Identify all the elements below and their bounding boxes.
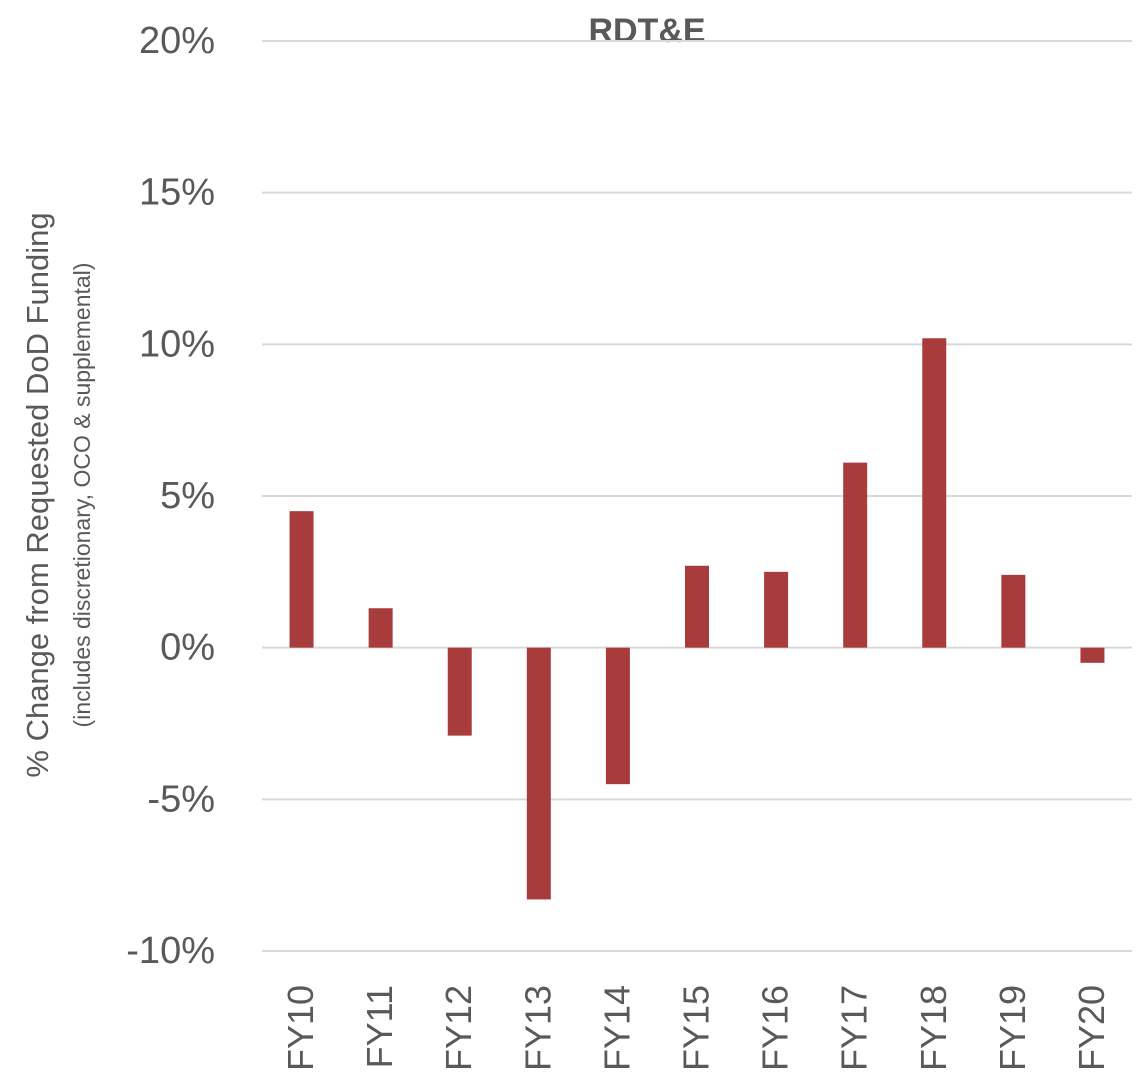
bar xyxy=(1080,647,1105,663)
y-tick-label: 0% xyxy=(160,627,215,669)
x-tick-label: FY16 xyxy=(755,985,796,1071)
x-tick-label: FY12 xyxy=(438,985,479,1071)
x-tick-label: FY11 xyxy=(359,985,400,1068)
bar xyxy=(605,647,630,785)
y-axis-sublabel: (includes discretionary, OCO & supplemen… xyxy=(69,263,95,728)
bar xyxy=(922,338,947,648)
x-tick-label: FY18 xyxy=(913,985,954,1071)
bar xyxy=(447,647,472,736)
y-axis-label: % Change from Requested DoD Funding xyxy=(20,212,55,777)
y-tick-label: 15% xyxy=(139,172,215,214)
bar xyxy=(843,462,868,648)
bar xyxy=(764,571,789,648)
x-tick-label: FY19 xyxy=(992,985,1033,1071)
y-tick-label: 10% xyxy=(139,323,215,365)
x-tick-label: FY17 xyxy=(834,985,875,1071)
bar xyxy=(685,565,709,648)
y-tick-label: 5% xyxy=(160,475,215,517)
y-tick-label: -5% xyxy=(147,778,215,820)
bar xyxy=(1001,574,1026,648)
chart-title: RDT&E xyxy=(588,12,705,50)
x-tick-label: FY14 xyxy=(596,985,637,1071)
x-tick-label: FY15 xyxy=(676,985,717,1071)
x-tick-label: FY10 xyxy=(280,985,321,1071)
bar xyxy=(368,608,393,648)
bar xyxy=(289,511,314,648)
x-tick-label: FY20 xyxy=(1071,985,1112,1071)
bar xyxy=(526,647,551,900)
x-tick-label: FY13 xyxy=(517,985,558,1071)
y-tick-label: 20% xyxy=(139,20,215,62)
y-tick-label: -10% xyxy=(126,930,215,972)
